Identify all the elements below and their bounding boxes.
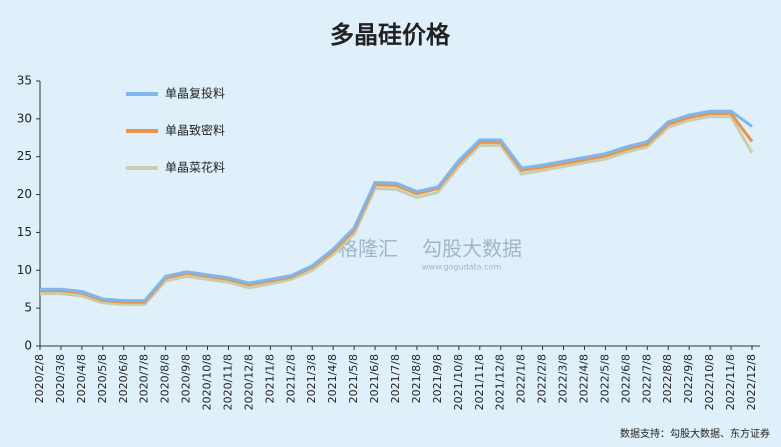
x-tick-label: 2022/6/8 (619, 354, 632, 403)
x-tick-label: 2020/9/8 (180, 354, 193, 403)
x-tick-label: 2022/8/8 (661, 354, 674, 403)
y-tick-label: 5 (24, 301, 32, 315)
x-tick-label: 2021/1/8 (263, 354, 276, 403)
y-tick-label: 35 (17, 74, 32, 88)
y-tick-label: 25 (17, 149, 32, 163)
x-tick-label: 2020/8/8 (159, 354, 172, 403)
x-tick-label: 2020/5/8 (96, 354, 109, 403)
x-tick-label: 2022/9/8 (682, 354, 695, 403)
x-tick-label: 2020/7/8 (138, 354, 151, 403)
series-line (40, 109, 753, 303)
source-note: 数据支持：勾股大数据、东方证券 (620, 427, 770, 440)
x-tick-label: 2020/3/8 (54, 354, 67, 403)
x-tick-label: 2021/11/8 (473, 354, 486, 410)
x-tick-label: 2021/7/8 (389, 354, 402, 403)
watermark: www.gogudata.com (422, 263, 501, 272)
x-tick-label: 2022/3/8 (557, 354, 570, 403)
x-tick-label: 2022/7/8 (640, 354, 653, 403)
x-tick-label: 2022/5/8 (598, 354, 611, 403)
x-tick-label: 2021/3/8 (305, 354, 318, 403)
x-tick-label: 2022/11/8 (724, 354, 737, 410)
x-tick-label: 2021/2/8 (284, 354, 297, 403)
legend-label: 单晶致密料 (165, 123, 225, 138)
x-tick-label: 2022/1/8 (515, 354, 528, 403)
x-tick-label: 2020/12/8 (242, 354, 255, 410)
y-tick-label: 10 (17, 263, 32, 277)
x-tick-label: 2020/10/8 (201, 354, 214, 410)
legend-label: 单晶菜花料 (165, 160, 225, 175)
legend-label: 单晶复投料 (165, 86, 225, 101)
x-tick-label: 2021/6/8 (368, 354, 381, 403)
series-line (40, 115, 754, 306)
x-tick-label: 2021/10/8 (452, 354, 465, 410)
chart-title: 多晶硅价格 (330, 21, 451, 49)
y-tick-label: 0 (24, 339, 32, 353)
x-tick-label: 2022/10/8 (703, 354, 716, 410)
x-tick-label: 2021/4/8 (326, 354, 339, 403)
x-tick-label: 2021/8/8 (410, 354, 423, 403)
x-tick-label: 2020/4/8 (75, 354, 88, 403)
x-tick-label: 2021/5/8 (347, 354, 360, 403)
watermark: 勾股大数据 (422, 237, 522, 261)
x-tick-label: 2022/12/8 (745, 354, 758, 410)
y-tick-label: 20 (17, 187, 32, 201)
x-tick-label: 2022/4/8 (577, 354, 590, 403)
x-tick-label: 2021/12/8 (494, 354, 507, 410)
x-tick-label: 2020/11/8 (221, 354, 234, 410)
x-tick-label: 2022/2/8 (536, 354, 549, 403)
y-tick-label: 30 (17, 111, 32, 125)
x-tick-label: 2020/2/8 (33, 354, 46, 403)
x-tick-label: 2021/9/8 (431, 354, 444, 403)
x-tick-label: 2020/6/8 (117, 354, 130, 403)
y-tick-label: 15 (17, 225, 32, 239)
